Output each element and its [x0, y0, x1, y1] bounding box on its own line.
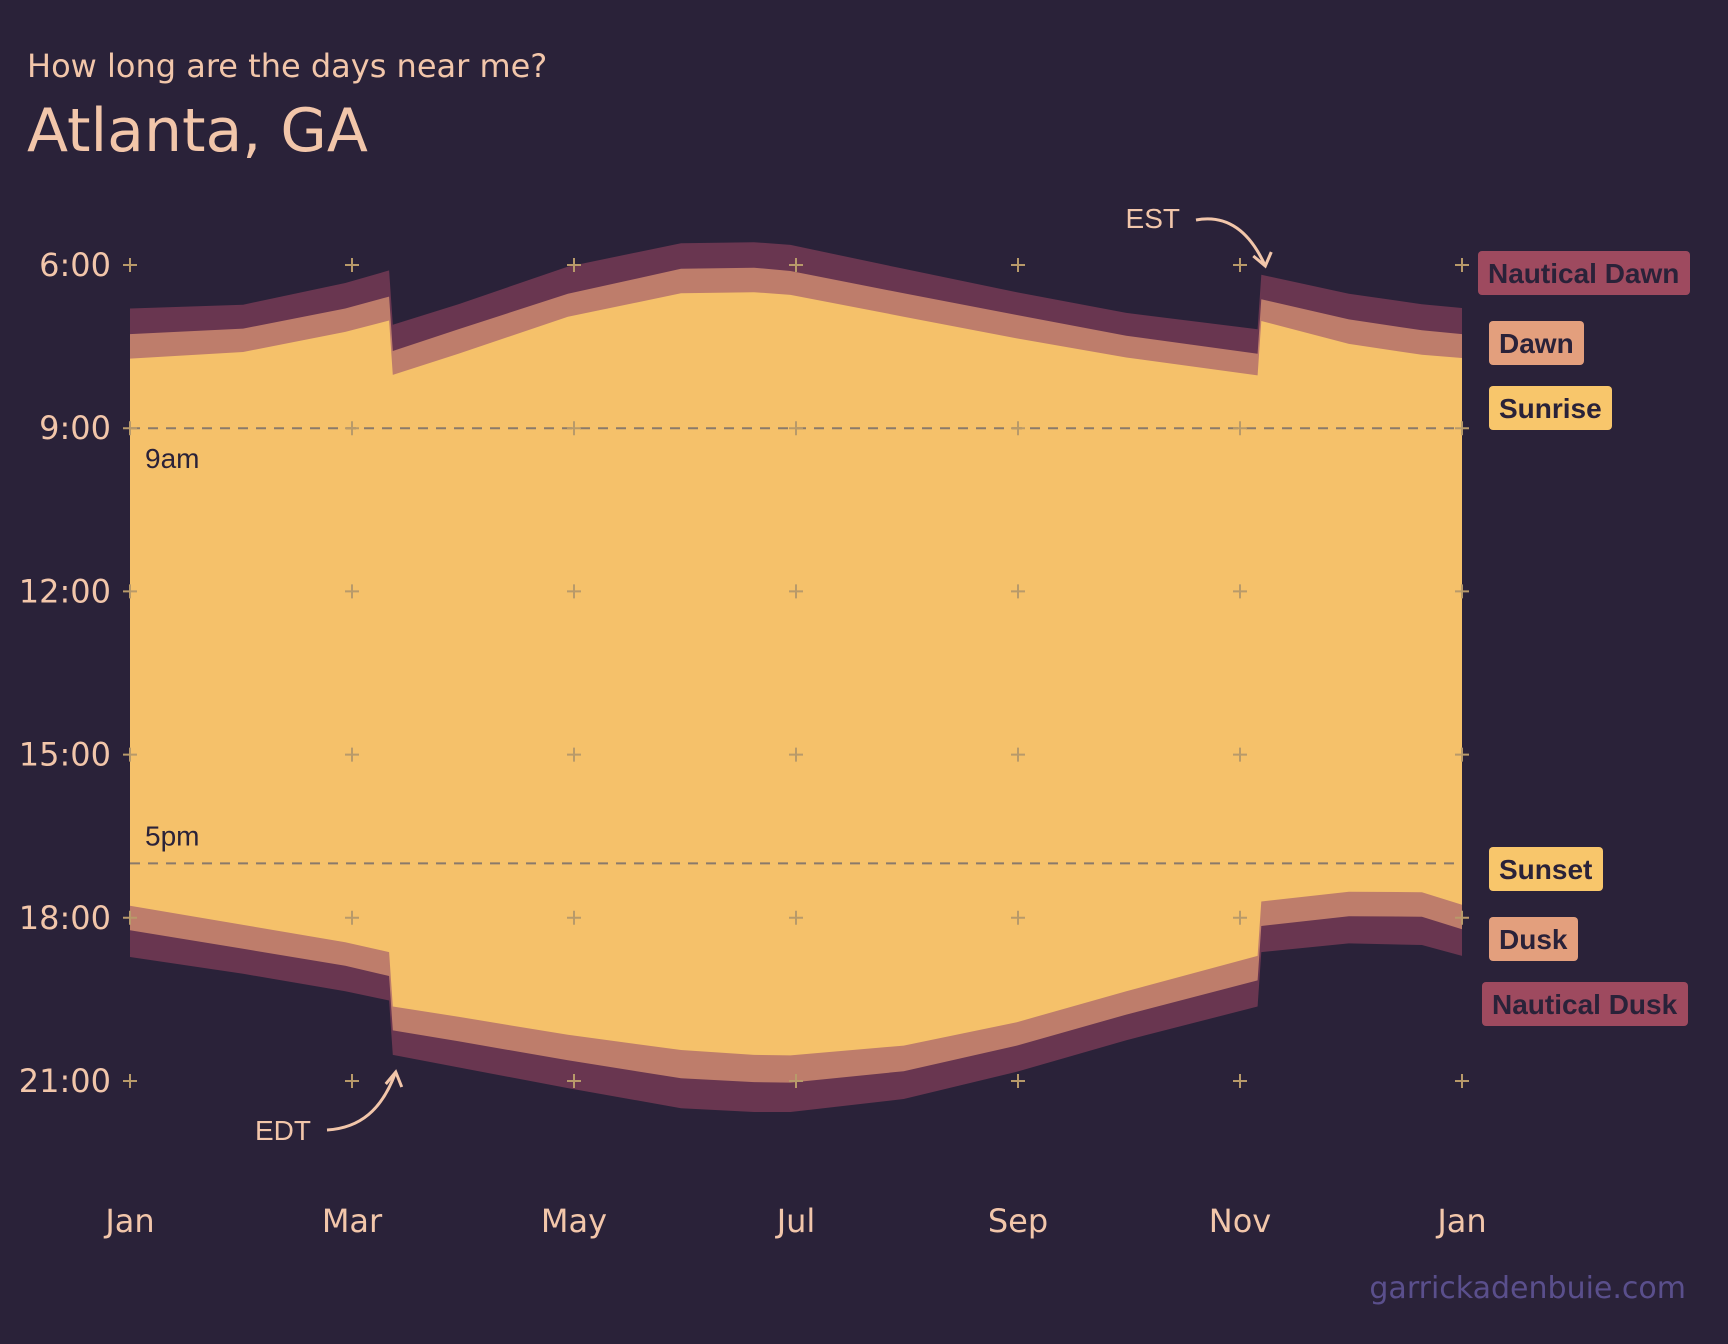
- grid-plus: [567, 747, 581, 762]
- grid-plus: [567, 258, 581, 272]
- grid-plus: [1233, 1074, 1247, 1088]
- y-tick-label: 12:00: [19, 572, 111, 610]
- dst-annotations: EST EDT: [255, 203, 1273, 1146]
- legend-label-dawn: Dawn: [1499, 328, 1574, 359]
- grid-plus: [1233, 584, 1247, 599]
- annotation-est-arrow: [1195, 217, 1267, 267]
- x-tick-label: Jan: [1435, 1202, 1486, 1240]
- chart-subtitle: How long are the days near me?: [27, 47, 547, 85]
- grid-plus: [789, 421, 803, 436]
- x-tick-label: Mar: [322, 1202, 383, 1240]
- band-daylight: [130, 292, 1462, 1056]
- grid-plus: [567, 421, 581, 436]
- grid-plus: [345, 747, 359, 762]
- chart-title: Atlanta, GA: [27, 96, 368, 166]
- legend-item-sunset: Sunset: [1489, 847, 1603, 891]
- grid-plus: [567, 584, 581, 599]
- legend-item-nautical-dawn: Nautical Dawn: [1478, 251, 1690, 295]
- grid-plus: [123, 1074, 137, 1088]
- credit-link[interactable]: garrickadenbuie.com: [1369, 1271, 1686, 1306]
- legend-label-sunset: Sunset: [1499, 854, 1592, 885]
- grid-plus: [123, 421, 137, 436]
- grid-plus: [1455, 258, 1469, 272]
- legend-item-sunrise: Sunrise: [1489, 386, 1612, 430]
- grid-plus: [345, 584, 359, 599]
- x-tick-label: Sep: [988, 1202, 1048, 1240]
- x-axis: Jan Mar May Jul Sep Nov Jan: [103, 1202, 1486, 1240]
- grid-plus: [567, 910, 581, 925]
- ref-label-5pm: 5pm: [145, 820, 199, 851]
- legend-label-dusk: Dusk: [1499, 924, 1568, 955]
- legend-swatch-sunrise: [1489, 386, 1612, 430]
- y-axis: 6:00 9:00 12:00 15:00 18:00 21:00: [19, 246, 111, 1100]
- grid-plus: [1011, 747, 1025, 762]
- legend-swatch-dusk: [1489, 917, 1578, 961]
- annotation-edt-arrow: [326, 1071, 398, 1132]
- grid-plus: [123, 584, 137, 599]
- legend-swatch-nautical-dawn: [1478, 251, 1690, 295]
- daylight-bands: [130, 242, 1462, 1112]
- y-tick-label: 9:00: [39, 409, 111, 447]
- grid-plus: [1233, 421, 1247, 436]
- grid-plus: [123, 747, 137, 762]
- legend-swatch-nautical-dusk: [1482, 982, 1688, 1026]
- grid-plus: [1233, 747, 1247, 762]
- grid-plus: [1455, 584, 1469, 599]
- grid-plus: [1011, 910, 1025, 925]
- grid-plus: [1011, 584, 1025, 599]
- grid-plus: [345, 258, 359, 272]
- grid-plus: [789, 258, 803, 272]
- legend: Nautical Dawn Dawn Sunrise Sunset Dusk Nautic…: [1478, 251, 1690, 1026]
- legend-item-dawn: Dawn: [1489, 321, 1584, 365]
- annotation-est-arrowhead: [1252, 251, 1273, 269]
- grid-plus: [789, 1074, 803, 1088]
- grid-plus: [1233, 910, 1247, 925]
- y-tick-label: 15:00: [19, 736, 111, 774]
- x-tick-label: Jan: [103, 1202, 154, 1240]
- grid-plus: [1455, 747, 1469, 762]
- x-tick-label: May: [541, 1202, 607, 1240]
- annotation-edt: EDT: [255, 1115, 311, 1146]
- legend-label-nautical-dusk: Nautical Dusk: [1492, 989, 1678, 1020]
- grid-plus: [1233, 258, 1247, 272]
- annotation-est: EST: [1126, 203, 1180, 234]
- legend-swatch-dawn: [1489, 321, 1584, 365]
- grid-plus: [345, 1074, 359, 1088]
- grid-plus: [1011, 1074, 1025, 1088]
- y-tick-label: 21:00: [19, 1062, 111, 1100]
- x-tick-label: Jul: [775, 1202, 816, 1240]
- grid-plus: [123, 258, 137, 272]
- grid-plus: [345, 421, 359, 436]
- grid-plus: [567, 1074, 581, 1088]
- legend-label-nautical-dawn: Nautical Dawn: [1488, 258, 1679, 289]
- grid-plus: [1455, 421, 1469, 436]
- grid-plus: [345, 910, 359, 925]
- grid-plus: [789, 747, 803, 762]
- legend-swatch-sunset: [1489, 847, 1603, 891]
- grid-plus: [1455, 910, 1469, 925]
- grid-plus: [123, 910, 137, 925]
- grid-plus: [1011, 258, 1025, 272]
- grid-plus: [789, 910, 803, 925]
- grid-plus: [1011, 421, 1025, 436]
- ref-label-9am: 9am: [145, 443, 199, 474]
- legend-item-nautical-dusk: Nautical Dusk: [1482, 982, 1688, 1026]
- grid-plus: [1455, 1074, 1469, 1088]
- legend-label-sunrise: Sunrise: [1499, 393, 1602, 424]
- grid-marks: [123, 258, 1469, 1088]
- y-tick-label: 18:00: [19, 899, 111, 937]
- legend-item-dusk: Dusk: [1489, 917, 1578, 961]
- x-tick-label: Nov: [1209, 1202, 1271, 1240]
- y-tick-label: 6:00: [39, 246, 111, 284]
- grid-plus: [789, 584, 803, 599]
- annotation-edt-arrowhead: [384, 1069, 404, 1088]
